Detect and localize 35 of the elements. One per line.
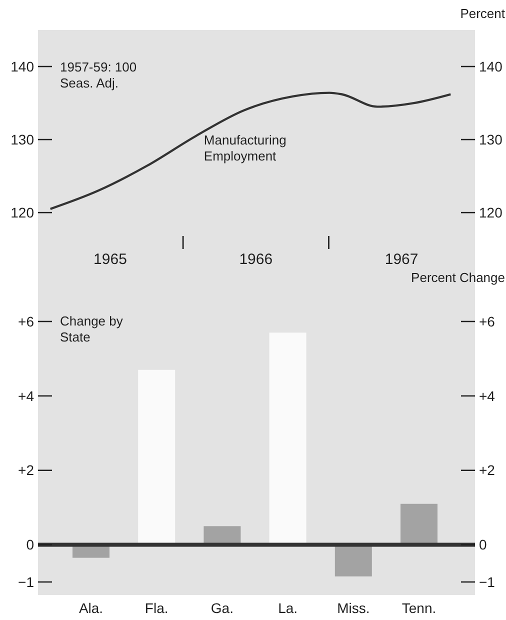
y2-tick-label: 130 (479, 131, 503, 148)
x-tick-label: Ala. (78, 600, 104, 616)
y-tick-label: −1 (18, 574, 34, 590)
line-series (49, 92, 452, 210)
y-tick-label: 120 (10, 204, 34, 220)
y2-axis-title: Percent Change (411, 270, 505, 285)
x-tick-label: 1967 (384, 251, 418, 268)
y-tick-label: 130 (10, 131, 34, 148)
y-tick-label: 0 (26, 536, 34, 553)
bar (334, 544, 372, 576)
y2-tick-label: 0 (479, 536, 487, 553)
annotation: 1957-59: 100 Seas. Adj. (60, 60, 137, 91)
x-tick-label: Ga. (210, 600, 234, 616)
y2-tick-label: 120 (479, 204, 503, 220)
y2-tick-label: +6 (479, 313, 496, 330)
y2-tick-label: +2 (479, 462, 496, 478)
bar (269, 332, 306, 545)
y2-tick-label: −1 (479, 574, 496, 590)
x-tick-label: La. (278, 600, 298, 616)
bar (400, 504, 438, 545)
annotation: Change by State (60, 313, 124, 344)
x-tick-label: 1966 (239, 251, 273, 268)
y2-tick-label: +4 (479, 388, 496, 404)
y2-tick-label: 140 (479, 58, 503, 74)
x-tick-label: 1965 (94, 251, 127, 268)
x-tick-label: Fla. (144, 600, 168, 616)
y2-axis-title: Percent (460, 6, 506, 21)
x-tick-label: Miss. (337, 600, 370, 616)
y-tick-label: +4 (18, 388, 34, 404)
y-tick-label: 140 (10, 58, 34, 74)
bar (138, 370, 176, 545)
series-label: Manufacturing Employment (204, 132, 286, 164)
y-tick-label: +6 (18, 313, 34, 330)
y-tick-label: +2 (18, 462, 34, 478)
x-tick-label: Tenn. (402, 600, 436, 616)
